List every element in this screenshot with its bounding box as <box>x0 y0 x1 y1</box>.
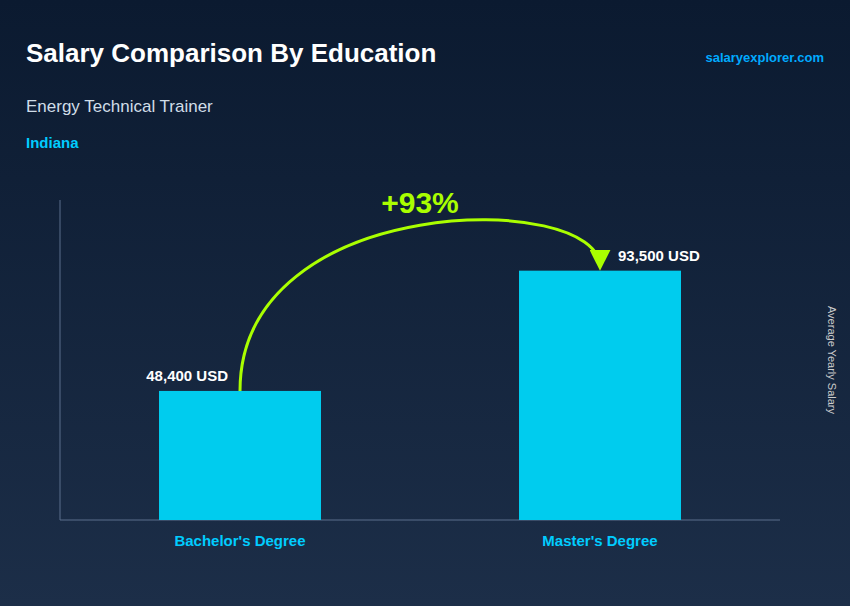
title: Salary Comparison By Education <box>26 38 436 68</box>
value-label: 93,500 USD <box>618 247 700 264</box>
location: Indiana <box>26 134 79 151</box>
y-axis-label: Average Yearly Salary <box>826 306 838 415</box>
subtitle: Energy Technical Trainer <box>26 97 213 116</box>
pct-change: +93% <box>381 186 459 219</box>
background <box>0 0 850 606</box>
chart-root: Salary Comparison By Education salaryexpl… <box>0 0 850 606</box>
bar <box>159 391 321 520</box>
value-label: 48,400 USD <box>146 367 228 384</box>
chart-svg: Salary Comparison By Education salaryexpl… <box>0 0 850 606</box>
category-label: Bachelor's Degree <box>174 532 305 549</box>
bars <box>159 271 681 520</box>
category-label: Master's Degree <box>542 532 657 549</box>
y-axis-line <box>60 200 61 520</box>
bar <box>519 271 681 520</box>
change-arrow <box>240 220 600 391</box>
site-label: salaryexplorer.com <box>705 50 824 65</box>
